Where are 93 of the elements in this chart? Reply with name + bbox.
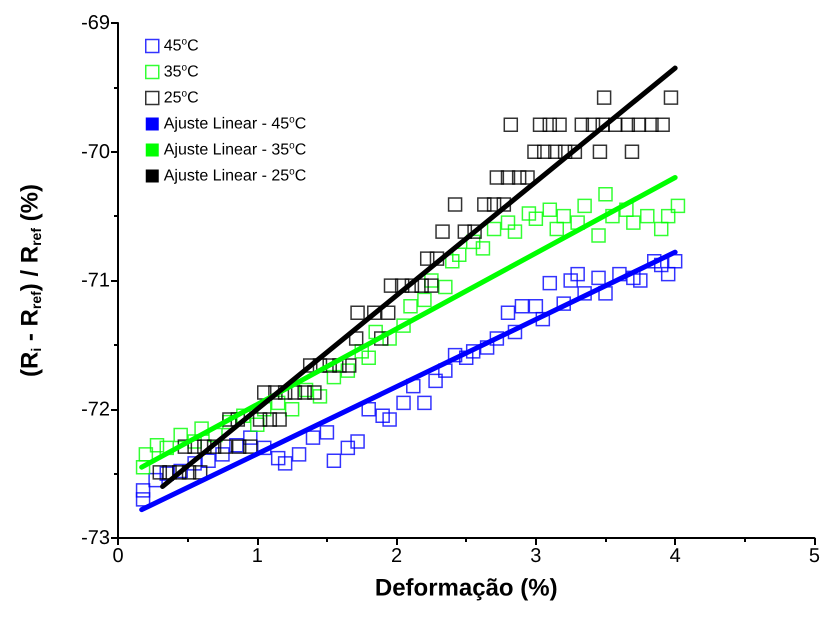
- x-tick-label: 1: [252, 545, 263, 567]
- point: [396, 318, 411, 333]
- point: [570, 266, 585, 282]
- point: [626, 215, 641, 230]
- point: [563, 273, 578, 288]
- y-tick-label: -71: [81, 270, 110, 292]
- point: [136, 492, 150, 507]
- y-tick-label: -69: [81, 12, 110, 34]
- point: [660, 208, 676, 224]
- point: [577, 286, 592, 301]
- point: [150, 438, 164, 453]
- point: [528, 211, 544, 226]
- point: [406, 378, 421, 394]
- point: [417, 292, 432, 308]
- point: [438, 280, 453, 294]
- point: [476, 241, 490, 256]
- point: [138, 447, 154, 462]
- point: [514, 299, 530, 314]
- point: [654, 258, 668, 272]
- point: [654, 222, 668, 236]
- point: [136, 460, 150, 474]
- y-axis-title: (Ri - Rref) / Rref (%): [16, 184, 44, 377]
- point: [536, 312, 550, 326]
- point: [605, 208, 620, 224]
- point: [326, 454, 342, 468]
- point: [326, 370, 342, 384]
- point: [448, 348, 462, 362]
- point: [354, 344, 370, 359]
- point: [278, 456, 292, 471]
- point: [508, 224, 522, 239]
- point: [306, 430, 320, 445]
- point: [522, 206, 536, 221]
- point: [550, 222, 564, 236]
- point: [382, 412, 397, 427]
- point: [556, 208, 571, 224]
- point: [660, 266, 676, 282]
- point: [542, 202, 558, 217]
- point: [556, 296, 571, 311]
- point: [257, 440, 272, 456]
- x-tick-label: 0: [112, 545, 124, 567]
- x-axis-title: Deformação (%): [374, 574, 558, 602]
- point: [486, 222, 502, 236]
- point: [598, 286, 613, 301]
- point: [591, 270, 606, 286]
- point: [500, 305, 516, 320]
- point: [396, 396, 411, 410]
- point: [284, 402, 300, 416]
- point: [570, 215, 585, 230]
- point: [340, 440, 356, 456]
- x-tick-label: 2: [391, 545, 402, 567]
- point: [438, 363, 453, 378]
- point: [458, 350, 474, 365]
- point: [626, 270, 641, 286]
- x-tick-label: 4: [670, 545, 681, 567]
- point: [598, 186, 613, 202]
- point: [480, 340, 494, 355]
- point: [361, 350, 376, 365]
- y-tick-label: -70: [81, 140, 110, 163]
- point: [612, 266, 627, 282]
- point: [417, 396, 432, 410]
- point: [320, 425, 334, 440]
- point: [136, 483, 150, 498]
- point: [160, 440, 174, 456]
- y-tick-label: -73: [81, 527, 110, 549]
- point: [577, 198, 592, 214]
- point: [640, 208, 655, 224]
- point: [148, 472, 163, 488]
- point: [528, 299, 544, 314]
- point: [403, 299, 418, 314]
- x-tick-label: 3: [530, 545, 542, 567]
- point: [375, 408, 390, 423]
- point: [633, 273, 648, 288]
- point: [350, 434, 365, 449]
- point: [292, 447, 306, 462]
- point: [619, 202, 634, 217]
- point: [670, 198, 686, 214]
- y-tick-label: -72: [81, 398, 110, 420]
- point: [229, 438, 244, 453]
- point: [194, 421, 209, 436]
- point: [500, 215, 516, 230]
- point: [173, 428, 188, 442]
- point: [542, 276, 558, 290]
- point: [508, 324, 522, 340]
- point: [490, 331, 504, 346]
- point: [591, 228, 606, 243]
- point: [428, 374, 443, 388]
- point: [668, 254, 682, 268]
- point: [201, 454, 216, 468]
- point: [466, 344, 480, 359]
- point: [647, 254, 662, 268]
- point: [270, 450, 286, 466]
- point: [361, 402, 376, 416]
- x-tick-label: 5: [808, 545, 820, 567]
